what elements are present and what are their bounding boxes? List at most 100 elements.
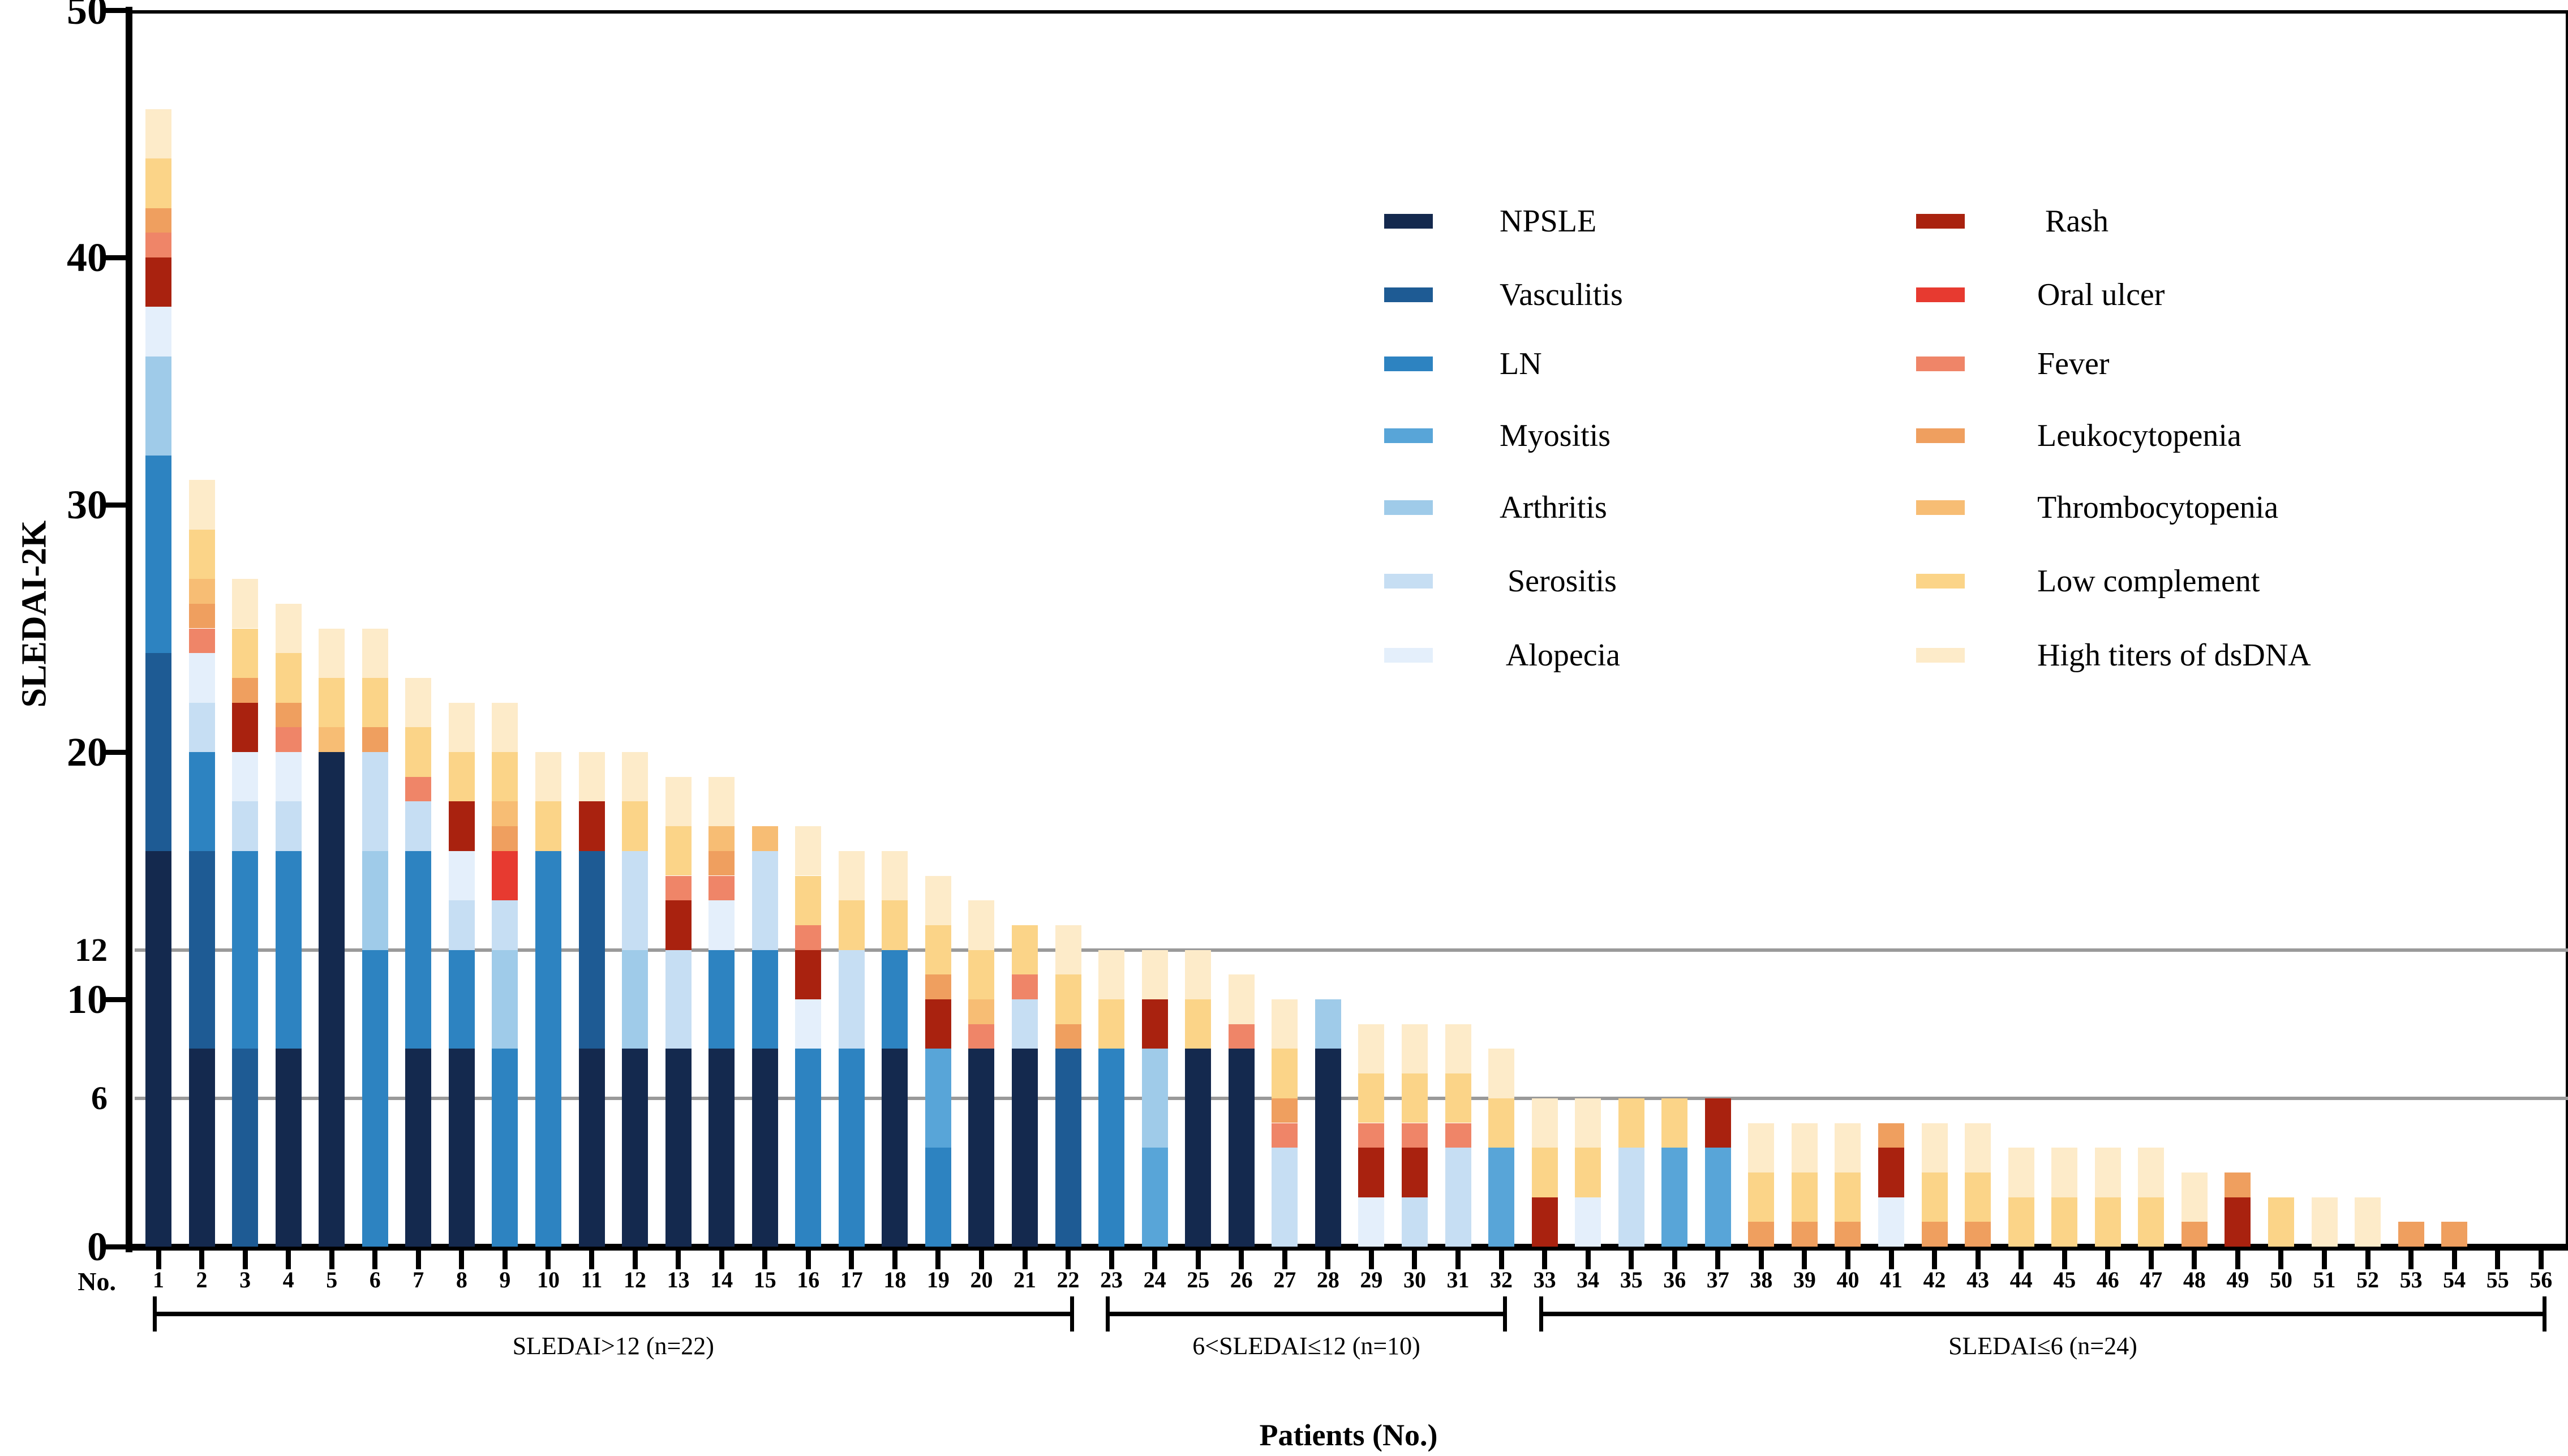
bar-segment-myositis (1661, 1148, 1688, 1247)
bar-segment-low-complement (795, 875, 822, 925)
bar-segment-high-titers-of-dsdna (2311, 1197, 2338, 1247)
group-bracket-label-3: SLEDAI≤6 (n=24) (1948, 1332, 2137, 1360)
x-tick-mark-55 (2495, 1250, 2501, 1269)
legend-label-rash: Rash (2037, 204, 2108, 239)
bar-segment-high-titers-of-dsdna (1748, 1123, 1775, 1172)
x-tick-label-31: 31 (1446, 1267, 1470, 1292)
x-tick-mark-19 (935, 1250, 941, 1269)
y-tick-label-12: 12 (75, 931, 108, 968)
legend-swatch-vasculitis (1384, 287, 1433, 302)
bar-segment-leukocytopenia (492, 826, 518, 851)
bar-segment-high-titers-of-dsdna (1401, 1024, 1428, 1074)
x-axis-title: Patients (No.) (1259, 1418, 1438, 1452)
x-tick-mark-25 (1195, 1250, 1201, 1269)
bar-segment-vasculitis (145, 653, 171, 851)
bar-segment-leukocytopenia (1791, 1222, 1818, 1247)
x-tick-label-36: 36 (1663, 1267, 1686, 1292)
x-tick-mark-32 (1498, 1250, 1504, 1269)
bar-segment-high-titers-of-dsdna (535, 752, 561, 802)
x-tick-mark-37 (1715, 1250, 1721, 1269)
x-tick-mark-2 (199, 1250, 205, 1269)
bar-segment-fever (1272, 1123, 1298, 1148)
bar-segment-fever (665, 875, 692, 901)
bar-segment-myositis (1704, 1148, 1731, 1247)
bar-segment-low-complement (1185, 999, 1212, 1049)
bar-segment-ln (145, 455, 171, 654)
x-tick-label-23: 23 (1100, 1267, 1123, 1292)
legend-label-ln: LN (1500, 346, 1542, 381)
x-tick-label-4: 4 (282, 1267, 294, 1292)
y-tick-mark-20 (105, 749, 131, 755)
x-tick-label-18: 18 (883, 1267, 907, 1292)
bar-segment-myositis (925, 1049, 951, 1148)
bar-segment-serositis (1272, 1148, 1298, 1247)
bar-segment-npsle (708, 1049, 735, 1247)
bar-segment-npsle (145, 851, 171, 1247)
group-bracket-label-2: 6<SLEDAI≤12 (n=10) (1192, 1332, 1420, 1360)
x-tick-mark-1 (156, 1250, 161, 1269)
x-tick-label-27: 27 (1273, 1267, 1296, 1292)
bar-segment-high-titers-of-dsdna (708, 776, 735, 827)
bar-segment-vasculitis (232, 1049, 259, 1247)
bar-segment-leukocytopenia (188, 603, 215, 629)
bar-segment-npsle (319, 752, 345, 1247)
x-tick-mark-7 (415, 1250, 421, 1269)
y-tick-label-40: 40 (67, 235, 108, 280)
bar-segment-ln (362, 950, 388, 1247)
bar-segment-low-complement (1791, 1172, 1818, 1222)
bar-segment-arthritis (145, 356, 171, 456)
bar-segment-npsle (665, 1049, 692, 1247)
bar-segment-npsle (448, 1049, 475, 1247)
x-tick-mark-9 (502, 1250, 508, 1269)
x-tick-mark-51 (2322, 1250, 2327, 1269)
bar-segment-fever (1012, 974, 1038, 999)
x-tick-label-41: 41 (1880, 1267, 1903, 1292)
bar-segment-ln (405, 851, 432, 1049)
bar-segment-leukocytopenia (362, 727, 388, 752)
bar-segment-high-titers-of-dsdna (1921, 1123, 1948, 1172)
x-tick-label-32: 32 (1490, 1267, 1513, 1292)
bar-segment-myositis (1488, 1148, 1515, 1247)
bar-segment-low-complement (275, 653, 302, 703)
bar-segment-serositis (838, 950, 865, 1049)
bar-segment-low-complement (1661, 1098, 1688, 1148)
x-tick-label-15: 15 (753, 1267, 776, 1292)
bar-segment-arthritis (362, 851, 388, 950)
bar-segment-leukocytopenia (275, 702, 302, 728)
bar-segment-high-titers-of-dsdna (1575, 1098, 1601, 1148)
legend-label-alopecia: Alopecia (1500, 638, 1621, 673)
legend-label-myositis: Myositis (1500, 418, 1611, 453)
bar-segment-serositis (405, 801, 432, 851)
bar-segment-alopecia (1575, 1197, 1601, 1247)
bar-segment-leukocytopenia (1272, 1098, 1298, 1123)
bar-segment-thrombocytopenia (968, 999, 995, 1024)
y-tick-mark-10 (105, 997, 131, 1002)
x-tick-label-5: 5 (326, 1267, 338, 1292)
bar-segment-rash (795, 950, 822, 999)
bar-segment-leukocytopenia (1965, 1222, 1991, 1247)
bar-segment-low-complement (2268, 1197, 2294, 1247)
bar-segment-low-complement (2051, 1197, 2078, 1247)
x-tick-label-19: 19 (926, 1267, 950, 1292)
group-bracket-label-1: SLEDAI>12 (n=22) (512, 1332, 714, 1360)
x-tick-mark-49 (2235, 1250, 2240, 1269)
bar-segment-ln (795, 1049, 822, 1247)
bar-segment-leukocytopenia (708, 851, 735, 876)
bar-segment-fever (795, 925, 822, 950)
x-tick-mark-15 (762, 1250, 768, 1269)
x-tick-mark-17 (849, 1250, 854, 1269)
x-tick-label-28: 28 (1316, 1267, 1339, 1292)
group-bracket-line-2 (1106, 1312, 1508, 1316)
group-bracket-tick-1-right (1070, 1296, 1074, 1332)
x-tick-mark-34 (1585, 1250, 1591, 1269)
bar-segment-rash (1401, 1148, 1428, 1197)
y-tick-mark-40 (105, 255, 131, 260)
group-bracket-line-3 (1539, 1312, 2547, 1316)
x-tick-mark-24 (1152, 1250, 1158, 1269)
bar-segment-leukocytopenia (1835, 1222, 1861, 1247)
group-bracket-tick-3-right (2543, 1296, 2547, 1332)
bar-segment-low-complement (2094, 1197, 2121, 1247)
legend-label-arthritis: Arthritis (1500, 490, 1607, 525)
bar-segment-ln (882, 950, 908, 1049)
